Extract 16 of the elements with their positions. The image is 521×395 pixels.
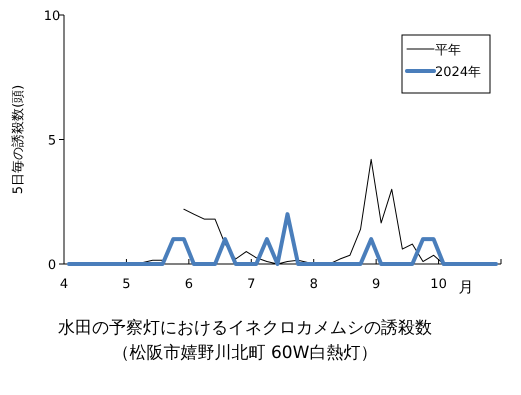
x-tick-label: 6 <box>184 277 193 292</box>
x-tick-label: 9 <box>372 277 380 292</box>
y-tick-label: 10 <box>44 9 60 24</box>
x-tick-label: 8 <box>310 277 318 292</box>
x-tick-label: 4 <box>60 277 68 292</box>
y-tick-label: 0 <box>48 258 56 273</box>
text: 水田の予察灯におけるイネクロカメムシの誘殺数 <box>58 318 432 338</box>
legend-label: 平年 <box>435 43 461 58</box>
x-tick-label: 10 <box>430 277 447 292</box>
y-tick-label: 5 <box>48 134 56 148</box>
x-tick-label: 5 <box>122 277 131 292</box>
text: （松阪市嬉野川北町 60W白熱灯） <box>112 343 378 363</box>
legend-label: 2024年 <box>435 65 482 80</box>
x-tick-label: 7 <box>247 277 256 292</box>
x-axis-title: 月 <box>458 278 474 296</box>
y-axis-title: 5日毎の誘殺数(頭) <box>11 84 26 194</box>
